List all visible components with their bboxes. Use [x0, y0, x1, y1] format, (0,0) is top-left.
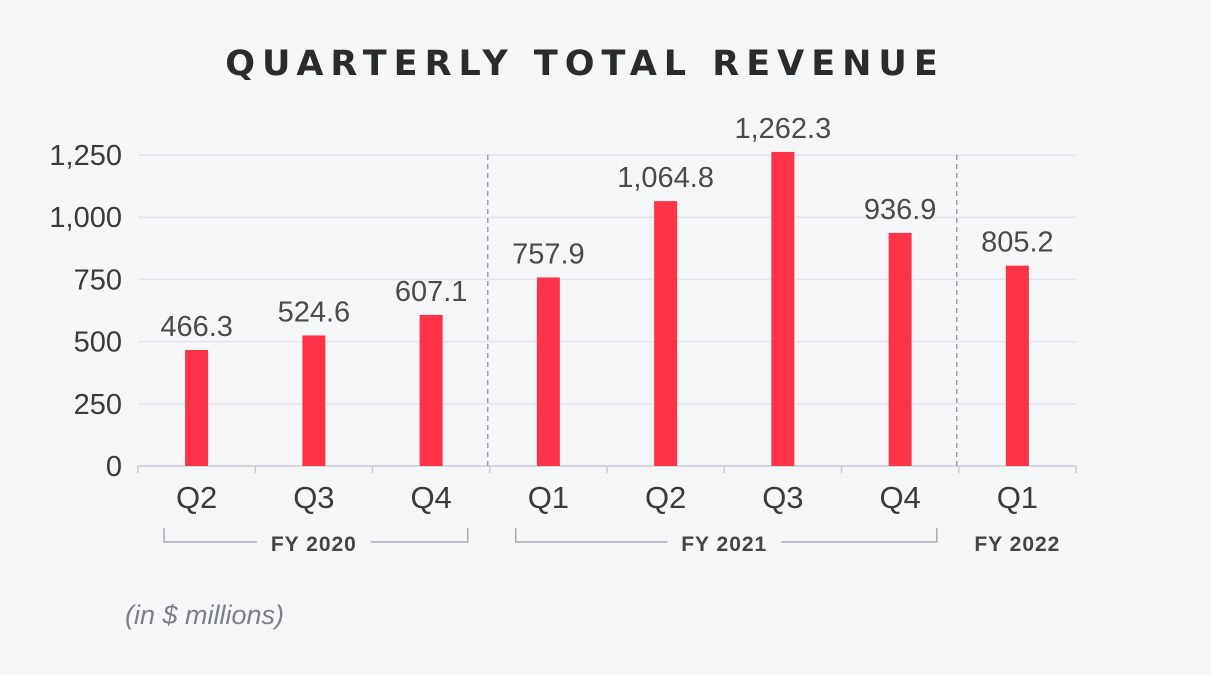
bar	[771, 151, 795, 466]
bar	[1005, 265, 1029, 466]
category-label: Q3	[293, 480, 334, 515]
y-tick-label: 250	[74, 389, 122, 421]
bar	[302, 335, 326, 466]
unit-note: (in $ millions)	[125, 600, 284, 630]
bar	[185, 349, 209, 466]
bar	[888, 232, 912, 466]
chart-title: QUARTERLY TOTAL REVENUE	[225, 44, 945, 84]
grid-layer	[137, 154, 1077, 473]
group-bracket-right	[781, 528, 938, 543]
y-tick-label: 1,250	[49, 140, 122, 172]
category-label: Q2	[176, 480, 217, 515]
y-tick-label: 1,000	[49, 202, 122, 234]
category-label: Q4	[410, 480, 451, 515]
data-label: 524.6	[278, 296, 351, 328]
fiscal-year-label: FY 2020	[271, 533, 357, 556]
bar	[654, 201, 678, 466]
data-label: 607.1	[395, 276, 468, 308]
category-label: Q1	[528, 480, 569, 515]
data-label: 805.2	[981, 227, 1054, 259]
group-bracket-left	[163, 528, 257, 543]
y-tick-label: 500	[74, 327, 122, 359]
bar	[536, 277, 560, 466]
data-label: 936.9	[864, 194, 937, 226]
group-bracket-left	[515, 528, 668, 543]
fiscal-year-groups: FY 2020 FY 2021 FY 2022	[163, 528, 1060, 556]
bar	[419, 314, 443, 466]
fiscal-year-label: FY 2022	[974, 533, 1060, 556]
category-label: Q4	[879, 480, 920, 515]
group-bracket-right	[370, 528, 469, 543]
category-label: Q3	[762, 480, 803, 515]
data-label: 1,064.8	[617, 162, 714, 194]
y-axis-ticks: 0 250 500 750 1,000 1,250	[49, 140, 122, 483]
bar-layer	[185, 151, 1029, 466]
data-label: 466.3	[160, 311, 233, 343]
fiscal-year-label: FY 2021	[681, 533, 767, 556]
fiscal-year-dividers	[487, 155, 958, 466]
data-label: 757.9	[512, 238, 585, 270]
x-axis-categories: Q2 Q3 Q4 Q1 Q2 Q3 Q4 Q1	[176, 480, 1038, 515]
category-label: Q2	[645, 480, 686, 515]
y-tick-label: 0	[106, 451, 122, 483]
data-label: 1,262.3	[734, 113, 831, 145]
data-label-layer: 466.3 524.6 607.1 757.9 1,064.8 1,262.3 936.9 8…	[160, 113, 1053, 343]
category-label: Q1	[997, 480, 1038, 515]
y-tick-label: 750	[74, 264, 122, 296]
